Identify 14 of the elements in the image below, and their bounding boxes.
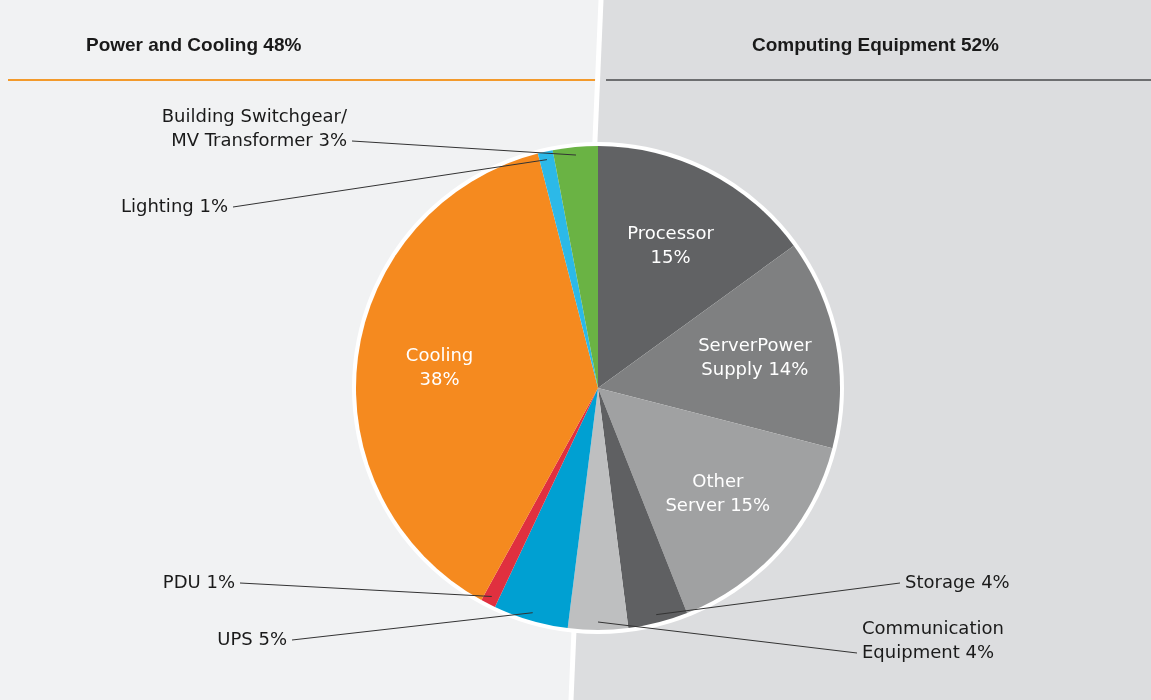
text: Power and Cooling 48% xyxy=(85,34,303,56)
data-label: 15% xyxy=(650,245,691,267)
text: Computing Equipment 52% xyxy=(751,34,1000,56)
slice-label: Storage 4% xyxy=(905,571,1010,592)
slice-label: PDU 1% xyxy=(162,571,235,592)
slice-label: ServerPower Supply 14% xyxy=(698,334,813,380)
slice-label: Communication Equipment 4% xyxy=(862,617,1004,662)
slice-label: Processor xyxy=(627,221,715,243)
slice-label: Building Switchgear/ MV Transformer 3% xyxy=(161,105,348,150)
slice-label: Lighting 1% xyxy=(120,195,228,216)
data-label: 38% xyxy=(419,367,460,389)
slice-label: Cooling xyxy=(405,343,474,365)
slice-label: Other Server 15% xyxy=(665,469,771,515)
slice-label: UPS 5% xyxy=(217,628,287,649)
